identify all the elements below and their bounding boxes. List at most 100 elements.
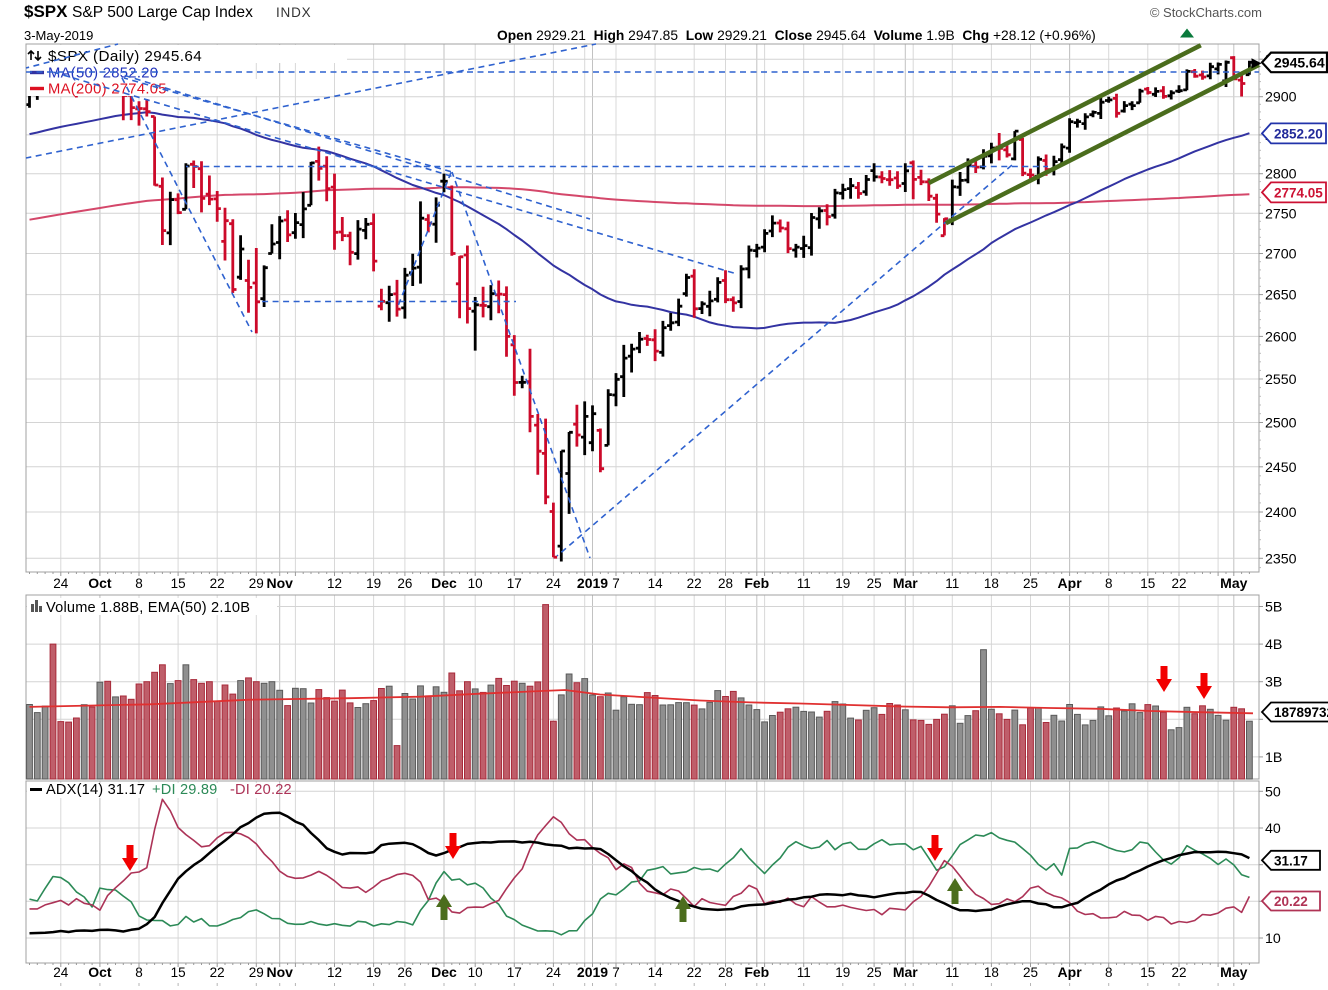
svg-text:2019: 2019	[577, 964, 608, 980]
svg-text:2500: 2500	[1265, 416, 1297, 432]
svg-text:31.17: 31.17	[1274, 853, 1308, 868]
svg-text:Volume 1.88B, EMA(50) 2.10B: Volume 1.88B, EMA(50) 2.10B	[46, 600, 250, 616]
svg-text:24: 24	[546, 965, 562, 980]
svg-text:25: 25	[867, 965, 882, 980]
svg-text:© StockCharts.com: © StockCharts.com	[1150, 5, 1262, 20]
svg-text:29: 29	[249, 965, 264, 980]
svg-text:1B: 1B	[1265, 750, 1282, 766]
svg-text:25: 25	[1023, 965, 1038, 980]
svg-text:11: 11	[945, 576, 959, 591]
svg-text:8: 8	[1105, 965, 1113, 980]
svg-text:ADX(14) 31.17: ADX(14) 31.17	[46, 782, 145, 798]
svg-text:19: 19	[835, 965, 850, 980]
svg-text:2945.64: 2945.64	[1274, 54, 1325, 70]
svg-text:May: May	[1220, 964, 1247, 980]
svg-text:22: 22	[210, 965, 225, 980]
svg-text:May: May	[1220, 575, 1247, 591]
svg-text:-DI 20.22: -DI 20.22	[230, 782, 292, 798]
svg-text:11: 11	[945, 965, 959, 980]
svg-text:2400: 2400	[1265, 505, 1297, 521]
svg-text:Nov: Nov	[266, 575, 293, 591]
svg-text:22: 22	[1171, 965, 1186, 980]
svg-text:22: 22	[1171, 576, 1186, 591]
svg-text:Oct: Oct	[88, 964, 112, 980]
svg-text:Nov: Nov	[266, 964, 293, 980]
svg-text:20.22: 20.22	[1274, 894, 1308, 909]
svg-text:3B: 3B	[1265, 675, 1282, 691]
svg-text:22: 22	[687, 965, 702, 980]
svg-text:MA(50) 2852.20: MA(50) 2852.20	[48, 66, 158, 82]
svg-text:Apr: Apr	[1058, 964, 1083, 980]
svg-text:7: 7	[612, 965, 620, 980]
svg-text:Open 2929.21 High 2947.85 Lo: Open 2929.21 High 2947.85 Low 2929.21 Cl…	[497, 28, 1096, 43]
svg-text:8: 8	[1105, 576, 1113, 591]
svg-text:26: 26	[397, 576, 412, 591]
svg-text:2450: 2450	[1265, 460, 1297, 476]
svg-text:INDX: INDX	[276, 5, 311, 20]
svg-text:50: 50	[1265, 784, 1281, 800]
svg-text:2350: 2350	[1265, 551, 1297, 567]
svg-text:Mar: Mar	[893, 964, 918, 980]
svg-text:Feb: Feb	[744, 964, 769, 980]
svg-text:24: 24	[53, 965, 69, 980]
svg-text:15: 15	[1140, 965, 1155, 980]
svg-text:4B: 4B	[1265, 637, 1282, 653]
svg-text:Mar: Mar	[893, 575, 918, 591]
svg-text:26: 26	[397, 965, 412, 980]
svg-text:Dec: Dec	[431, 964, 457, 980]
svg-text:5B: 5B	[1265, 600, 1282, 616]
svg-text:2600: 2600	[1265, 329, 1297, 345]
svg-text:MA(200) 2774.05: MA(200) 2774.05	[48, 82, 167, 98]
svg-text:2650: 2650	[1265, 288, 1297, 304]
svg-text:25: 25	[867, 576, 882, 591]
svg-text:12: 12	[327, 576, 342, 591]
svg-text:15: 15	[1140, 576, 1155, 591]
svg-text:S&P 500 Large Cap Index: S&P 500 Large Cap Index	[72, 4, 253, 21]
svg-text:19: 19	[366, 965, 381, 980]
svg-text:2900: 2900	[1265, 90, 1297, 106]
svg-text:7: 7	[612, 576, 620, 591]
svg-text:24: 24	[53, 576, 69, 591]
svg-text:2852.20: 2852.20	[1274, 126, 1323, 141]
svg-text:10: 10	[468, 576, 483, 591]
svg-text:11: 11	[797, 576, 811, 591]
svg-text:Feb: Feb	[744, 575, 769, 591]
svg-text:2800: 2800	[1265, 167, 1297, 183]
svg-text:Oct: Oct	[88, 575, 112, 591]
svg-text:18789732: 18789732	[1274, 705, 1328, 720]
svg-text:3-May-2019: 3-May-2019	[24, 28, 93, 43]
svg-text:8: 8	[135, 965, 143, 980]
svg-text:28: 28	[718, 965, 733, 980]
svg-text:2550: 2550	[1265, 372, 1297, 388]
svg-text:$SPX: $SPX	[24, 2, 68, 21]
svg-text:22: 22	[210, 576, 225, 591]
svg-text:14: 14	[648, 965, 664, 980]
svg-text:19: 19	[366, 576, 381, 591]
svg-text:18: 18	[984, 576, 999, 591]
svg-text:19: 19	[835, 576, 850, 591]
svg-text:2700: 2700	[1265, 247, 1297, 263]
svg-text:29: 29	[249, 576, 264, 591]
svg-text:28: 28	[718, 576, 733, 591]
svg-text:2750: 2750	[1265, 206, 1297, 222]
svg-text:25: 25	[1023, 576, 1038, 591]
svg-text:24: 24	[546, 576, 562, 591]
svg-text:22: 22	[687, 576, 702, 591]
svg-text:8: 8	[135, 576, 143, 591]
svg-text:10: 10	[468, 965, 483, 980]
svg-text:12: 12	[327, 965, 342, 980]
svg-text:15: 15	[171, 576, 186, 591]
svg-text:2019: 2019	[577, 575, 608, 591]
svg-text:17: 17	[507, 965, 522, 980]
svg-text:10: 10	[1265, 931, 1281, 947]
svg-text:15: 15	[171, 965, 186, 980]
svg-text:14: 14	[648, 576, 664, 591]
svg-text:17: 17	[507, 576, 522, 591]
svg-text:18: 18	[984, 965, 999, 980]
svg-text:2774.05: 2774.05	[1274, 185, 1323, 200]
svg-text:Apr: Apr	[1058, 575, 1083, 591]
svg-text:+DI 29.89: +DI 29.89	[152, 782, 218, 798]
svg-text:40: 40	[1265, 821, 1281, 837]
svg-text:$SPX (Daily) 2945.64: $SPX (Daily) 2945.64	[48, 48, 202, 65]
svg-text:11: 11	[797, 965, 811, 980]
